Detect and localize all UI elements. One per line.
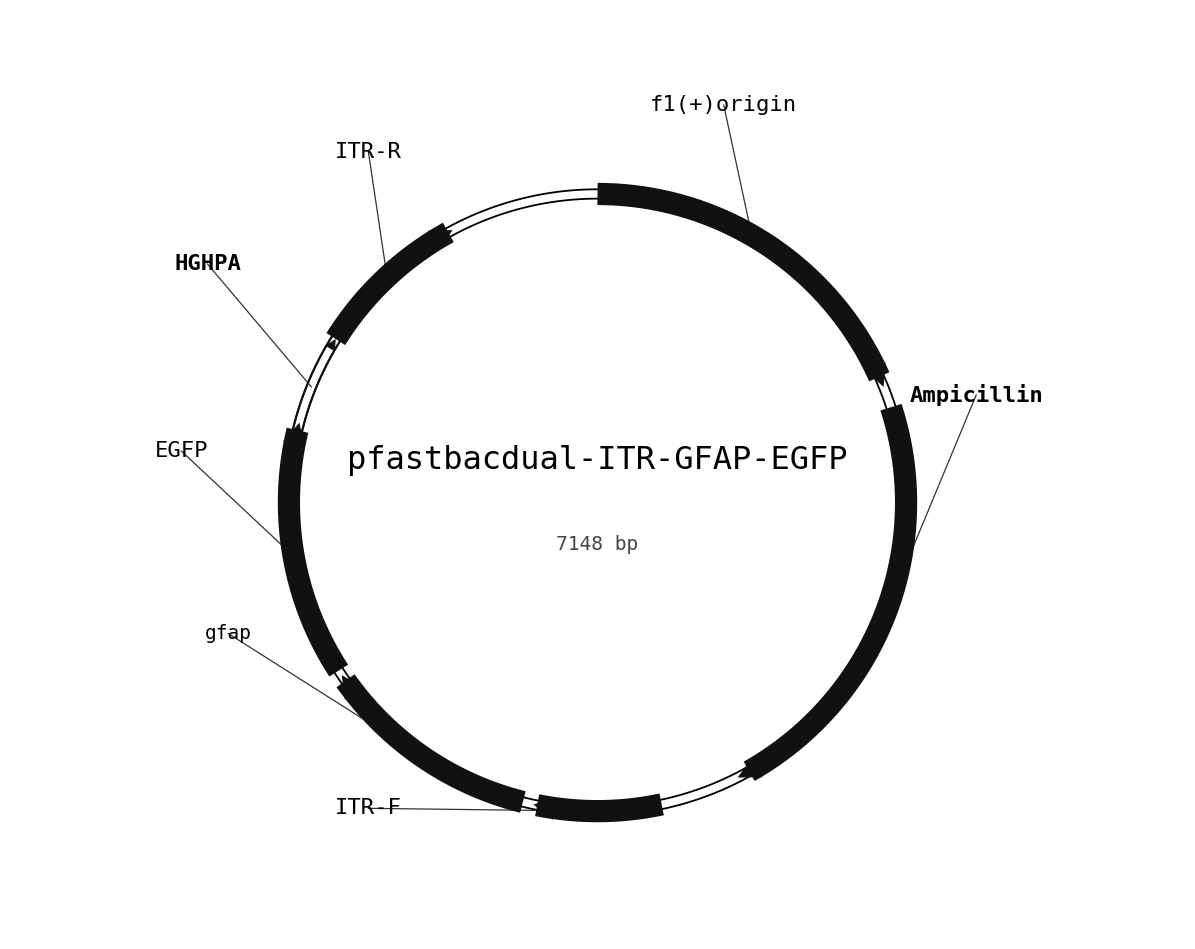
Text: Ampicillin: Ampicillin	[909, 384, 1043, 406]
Text: f1(+)origin: f1(+)origin	[650, 95, 797, 115]
Text: 7148 bp: 7148 bp	[557, 535, 638, 554]
Text: ITR-R: ITR-R	[335, 142, 402, 162]
Text: HGHPA: HGHPA	[174, 254, 241, 274]
Text: EGFP: EGFP	[154, 441, 208, 461]
Text: pfastbacdual-ITR-GFAP-EGFP: pfastbacdual-ITR-GFAP-EGFP	[348, 445, 847, 476]
Text: gfap: gfap	[204, 624, 252, 643]
Text: ITR-F: ITR-F	[335, 798, 402, 818]
